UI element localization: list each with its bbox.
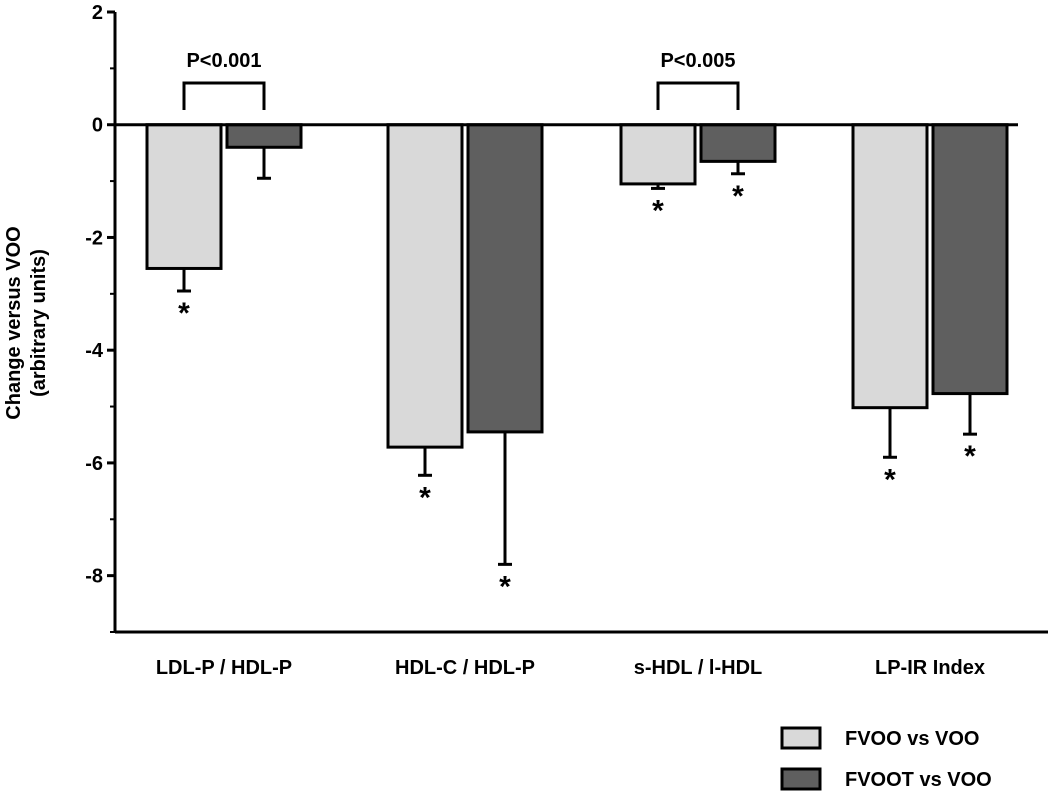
comparison-label: P<0.005 [660,50,735,72]
legend-swatch [780,767,822,791]
bar [386,123,464,449]
x-tick-label: s-HDL / l-HDL [634,657,763,679]
comparison-bracket [656,81,740,110]
significance-star: * [884,463,896,496]
legend-label: FVOO vs VOO [845,728,979,750]
bar [931,123,1009,396]
x-tick-label: HDL-C / HDL-P [395,657,535,679]
y-tick-label: 2 [92,2,103,24]
bar [225,123,303,149]
y-axis-title-line2: (arbitrary units) [28,249,50,397]
significance-star: * [178,297,190,330]
bar [466,123,544,434]
significance-star: * [652,194,664,227]
y-tick-label: -2 [85,227,103,249]
x-tick-label: LP-IR Index [875,657,985,679]
y-tick-label: -6 [85,453,103,475]
comparison-bracket [182,81,266,110]
significance-star: * [964,440,976,473]
bar [145,123,223,270]
y-axis-title: Change versus VOO [3,226,25,419]
comparison-label: P<0.001 [186,50,261,72]
legend-label: FVOOT vs VOO [845,769,992,791]
legend-swatch [780,726,822,750]
bar [619,123,697,186]
significance-star: * [419,481,431,514]
y-tick-label: -8 [85,566,103,588]
y-tick-label: -4 [85,340,104,362]
bar [851,123,929,410]
bar [699,123,777,163]
significance-star: * [732,180,744,213]
significance-star: * [499,570,511,603]
y-tick-label: 0 [92,115,103,137]
x-tick-label: LDL-P / HDL-P [156,657,292,679]
